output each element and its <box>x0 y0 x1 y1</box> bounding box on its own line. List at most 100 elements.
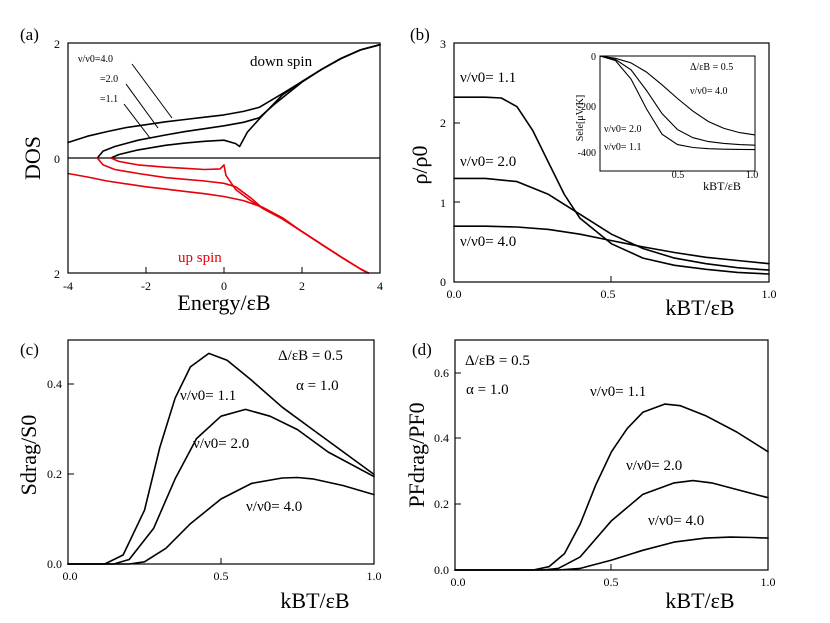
panel-a-nu20-label: =2.0 <box>100 74 118 85</box>
panel-b-series-line-0 <box>453 96 770 275</box>
panel-b-x-tick-label: 1.0 <box>762 287 777 301</box>
panel-c-y-axis-label: Sdrag/S0 <box>16 415 41 496</box>
panel-a-x-tick-label: -2 <box>141 279 151 293</box>
panel-a: (a) -4 -2 0 2 4 2 0 2 Energy/εB DOS down… <box>20 25 383 315</box>
panel-b-inset-y-tick-label: -400 <box>578 148 596 159</box>
panel-d-alpha-label: α = 1.0 <box>466 382 509 398</box>
panel-d-y-tick-label: 0.6 <box>434 366 449 380</box>
panel-d-series-line-2 <box>454 536 769 571</box>
panel-b-series-line-1 <box>453 177 770 271</box>
panel-c-x-tick-label: 0.0 <box>63 569 78 583</box>
panel-d-series-line-1 <box>454 479 769 571</box>
panel-c-nu40-label: ν/ν0= 4.0 <box>246 499 302 515</box>
panel-b-y-axis-label: ρ/ρ0 <box>407 145 432 184</box>
panel-b-inset: 0 -200 -400 0.5 1.0 kBT/εB Sele[μV/K] Δ/… <box>575 52 758 193</box>
panel-c-nu20-label: ν/ν0= 2.0 <box>193 436 249 452</box>
panel-a-x-tick-label: 4 <box>377 279 383 293</box>
panel-a-series-line-4 <box>96 157 370 274</box>
panel-d-delta-label: Δ/εB = 0.5 <box>465 353 530 369</box>
panel-d-label: (d) <box>412 340 432 359</box>
panel-b-x-tick-label: 0.5 <box>601 287 616 301</box>
panel-d-y-axis-label: PFdrag/PF0 <box>404 402 429 507</box>
panel-a-pointer-line <box>125 83 159 129</box>
panel-a-label: (a) <box>20 25 39 44</box>
panel-d-y-tick-label: 0.2 <box>434 497 449 511</box>
panel-a-pointer-line <box>123 103 151 139</box>
panel-b-inset-delta-label: Δ/εB = 0.5 <box>690 62 733 73</box>
panel-c-x-tick-label: 1.0 <box>367 569 382 583</box>
panel-b-inset-nu40-label: ν/ν0= 4.0 <box>690 86 727 97</box>
panel-b: (b) 0.0 0.5 1.0 0 1 2 3 kBT/εB ρ/ρ0 ν/ν0… <box>407 25 777 320</box>
panel-c-series-line-2 <box>67 476 375 565</box>
panel-b-inset-nu20-label: ν/ν0= 2.0 <box>604 124 641 135</box>
panel-b-plot <box>453 96 770 275</box>
panel-c: (c) 0.0 0.5 1.0 0.0 0.2 0.4 kBT/εB Sdrag… <box>16 339 382 613</box>
panel-b-inset-nu11-label: ν/ν0= 1.1 <box>604 142 641 153</box>
panel-d-x-axis-label: kBT/εB <box>665 588 734 613</box>
panel-c-x-axis-label: kBT/εB <box>280 588 349 613</box>
panel-b-inset-series-line-0 <box>599 55 756 136</box>
panel-c-y-tick-label: 0.0 <box>47 557 62 571</box>
panel-b-y-tick-label: 3 <box>440 37 446 51</box>
panel-a-y-tick-label: 2 <box>54 267 60 281</box>
panel-d-x-tick-label: 0.5 <box>604 575 619 589</box>
panel-c-plot <box>67 352 375 565</box>
panel-b-y-tick-label: 2 <box>440 116 446 130</box>
panel-b-inset-background <box>600 56 755 171</box>
panel-b-inset-x-axis-label: kBT/εB <box>703 179 741 193</box>
panel-d-plot <box>454 403 769 571</box>
panel-c-nu11-label: ν/ν0= 1.1 <box>180 388 236 404</box>
panel-b-inset-frame <box>599 55 756 172</box>
panel-a-y-tick-label: 2 <box>54 37 60 51</box>
panel-d-nu11-label: ν/ν0= 1.1 <box>590 384 646 400</box>
panel-c-y-tick-label: 0.4 <box>47 377 62 391</box>
panel-b-inset-y-axis-label: Sele[μV/K] <box>575 95 586 141</box>
panel-b-x-axis-label: kBT/εB <box>665 295 734 320</box>
panel-b-ticks <box>453 42 770 283</box>
panel-d-nu20-label: ν/ν0= 2.0 <box>626 458 682 474</box>
panel-c-series-line-0 <box>67 352 375 565</box>
panel-a-x-tick-label: 0 <box>221 279 227 293</box>
panel-c-delta-label: Δ/εB = 0.5 <box>278 348 343 364</box>
panel-a-pointer-line <box>131 63 173 119</box>
panel-b-inset-y-tick-label: -200 <box>578 102 596 113</box>
panel-a-nu40-label: ν/ν0=4.0 <box>78 54 113 65</box>
panel-c-series-line-1 <box>67 408 375 565</box>
panel-d-y-tick-label: 0.0 <box>434 563 449 577</box>
panel-d-x-tick-label: 0.0 <box>451 575 466 589</box>
panel-b-nu40-label: ν/ν0= 4.0 <box>460 234 516 250</box>
panel-b-inset-plot <box>599 55 756 151</box>
panel-c-label: (c) <box>20 340 39 359</box>
panel-b-inset-series-line-1 <box>599 55 756 146</box>
panel-a-plot <box>67 43 381 274</box>
panel-a-x-axis-label: Energy/εB <box>177 290 270 315</box>
panel-b-x-tick-label: 0.0 <box>447 287 462 301</box>
panel-a-x-tick-label: -4 <box>63 279 73 293</box>
panel-c-x-tick-label: 0.5 <box>214 569 229 583</box>
panel-a-series-line-1 <box>96 43 381 159</box>
panel-b-y-tick-label: 0 <box>440 275 446 289</box>
panel-d: (d) 0.0 0.5 1.0 0.0 0.2 0.4 0.6 kBT/εB P… <box>404 339 776 613</box>
panel-a-x-tick-label: 2 <box>299 279 305 293</box>
panel-a-series-line-5 <box>110 157 370 274</box>
panel-c-ticks <box>67 383 375 565</box>
panel-d-nu40-label: ν/ν0= 4.0 <box>648 513 704 529</box>
panel-b-inset-x-tick-label: 1.0 <box>746 170 759 181</box>
panel-d-ticks <box>454 372 769 571</box>
panel-a-nu11-label: =1.1 <box>100 94 118 105</box>
panel-a-down-spin-label: down spin <box>250 54 313 70</box>
panel-c-y-tick-label: 0.2 <box>47 467 62 481</box>
panel-d-x-tick-label: 1.0 <box>761 575 776 589</box>
panel-b-y-tick-label: 1 <box>440 196 446 210</box>
panel-b-inset-x-tick-label: 0.5 <box>672 170 685 181</box>
panel-a-pointer-lines <box>123 63 173 139</box>
panel-b-nu11-label: ν/ν0= 1.1 <box>460 70 516 86</box>
panel-b-inset-y-tick-label: 0 <box>591 52 596 63</box>
panel-b-series-line-2 <box>453 225 770 265</box>
panel-d-series-line-0 <box>454 403 769 571</box>
panel-a-y-axis-label: DOS <box>20 136 45 180</box>
panel-a-x-ticks <box>67 42 381 274</box>
panel-b-nu20-label: ν/ν0= 2.0 <box>460 154 516 170</box>
panel-b-inset-series-line-2 <box>599 55 756 151</box>
panel-c-alpha-label: α = 1.0 <box>296 378 339 394</box>
